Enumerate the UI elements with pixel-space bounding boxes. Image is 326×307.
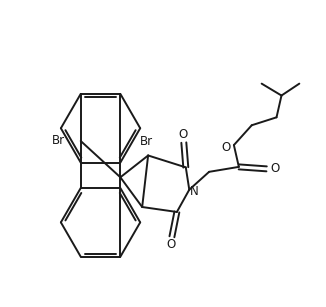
Text: N: N — [190, 185, 199, 198]
Text: Br: Br — [52, 134, 66, 147]
Text: O: O — [221, 141, 230, 154]
Text: Br: Br — [140, 135, 153, 148]
Text: O: O — [270, 162, 279, 175]
Text: O: O — [166, 238, 176, 251]
Text: O: O — [178, 128, 187, 141]
